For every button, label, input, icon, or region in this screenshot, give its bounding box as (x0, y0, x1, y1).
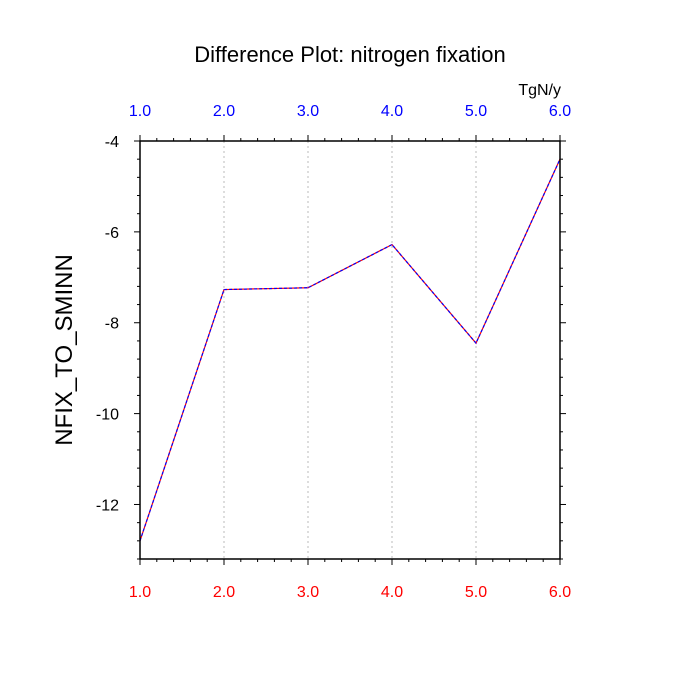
x-top-tick-label: 2.0 (213, 103, 235, 120)
data-point (475, 342, 477, 344)
series-line-red (139, 158, 561, 542)
y-axis-label: NFIX_TO_SMINN (51, 254, 78, 446)
x-top-tick-label: 4.0 (381, 103, 403, 120)
x-tick-label: 2.0 (213, 584, 235, 601)
plot-frame (139, 140, 561, 560)
x-top-tick-label: 6.0 (549, 103, 571, 120)
chart-title: Difference Plot: nitrogen fixation (194, 42, 505, 67)
y-tick-label: -10 (96, 407, 119, 424)
tick-labels: 1.0 1.0 2.0 2.0 3.0 3.0 4.0 4.0 5.0 5.0 6.0 6.0 -4 -6… (96, 103, 571, 601)
y-tick-label: -4 (105, 134, 119, 151)
data-point (223, 288, 225, 291)
x-tick-label: 6.0 (549, 584, 571, 601)
y-tick-label: -8 (105, 316, 119, 333)
x-tick-label: 5.0 (465, 584, 487, 601)
x-tick-label: 4.0 (381, 584, 403, 601)
x-tick-label: 1.0 (129, 584, 151, 601)
series-lines (139, 158, 561, 542)
x-top-tick-label: 1.0 (129, 103, 151, 120)
x-top-tick-label: 3.0 (297, 103, 319, 120)
y-tick-label: -12 (96, 497, 119, 514)
series-line-blue (139, 158, 561, 542)
data-point (391, 243, 393, 246)
grid (223, 141, 477, 559)
axis-ticks (134, 135, 566, 565)
x-top-tick-label: 5.0 (465, 103, 487, 120)
x-tick-label: 3.0 (297, 584, 319, 601)
y-tick-label: -6 (105, 225, 119, 242)
units-label: TgN/y (518, 82, 561, 99)
data-point (307, 287, 309, 289)
